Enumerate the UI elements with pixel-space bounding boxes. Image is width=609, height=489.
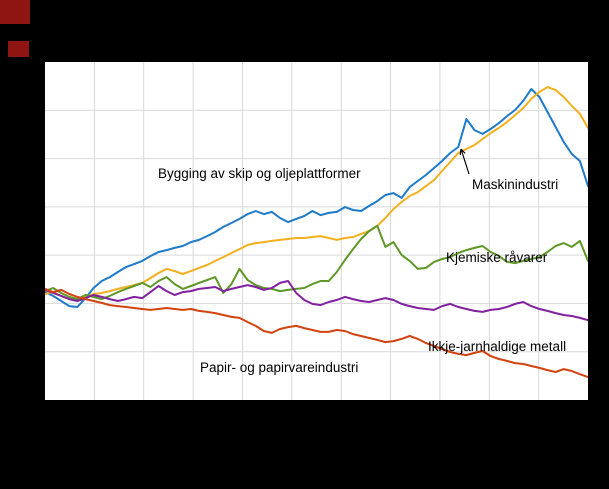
series-line-papir-og-papirvareindustri xyxy=(45,287,588,379)
series-line-bygging-av-skip-og-oljeplattformer xyxy=(45,88,588,308)
chart-label-kjemiske-ravarer: Kjemiske råvarer xyxy=(446,250,548,265)
logo-block-top xyxy=(0,0,30,24)
chart-label-papirindustri: Papir- og papirvareindustri xyxy=(200,360,359,375)
series-line-ikkje-jarnhaldige-metall xyxy=(45,280,588,322)
annotation-arrowhead xyxy=(459,148,462,155)
chart-panel: Bygging av skip og oljeplattformer Maski… xyxy=(45,62,588,400)
chart-label-maskinindustri: Maskinindustri xyxy=(472,177,559,192)
chart-label-ikkje-jarnhaldige-metall: Ikkje-jarnhaldige metall xyxy=(428,339,567,354)
annotation-arrowhead xyxy=(460,148,466,154)
annotation-arrow xyxy=(460,148,470,175)
logo-block-bottom xyxy=(8,41,29,57)
chart-label-bygging-av-skip: Bygging av skip og oljeplattformer xyxy=(158,166,361,181)
series-line-kjemiske-råvarer xyxy=(45,224,588,301)
chart-svg xyxy=(45,62,588,400)
series-line-maskinindustri xyxy=(45,86,588,302)
